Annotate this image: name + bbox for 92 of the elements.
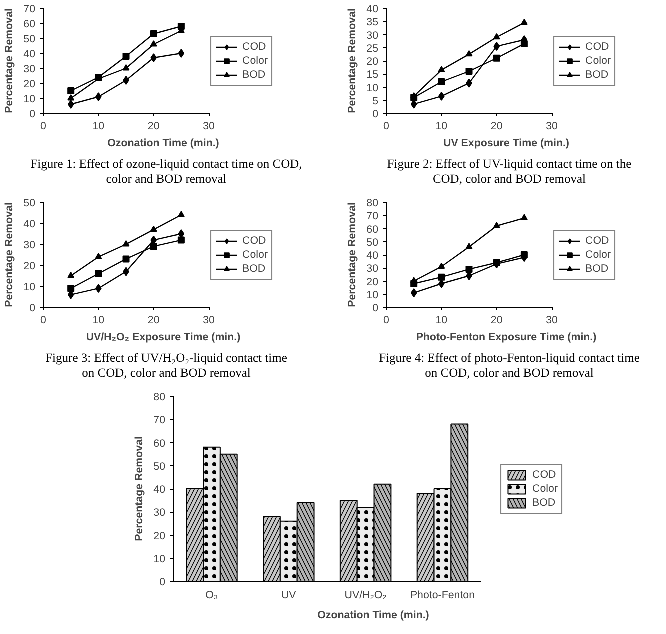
caption: Figure 4: Effect of photo-Fenton-liquid contact time xyxy=(379,351,640,365)
x-tick-label: 20 xyxy=(490,120,503,132)
legend-label: COD xyxy=(586,234,610,246)
y-axis-title: Percentage Removal xyxy=(4,8,16,114)
y-tick-label: 30 xyxy=(154,507,166,520)
x-tick-label: 10 xyxy=(436,120,448,132)
y-tick-label: 0 xyxy=(30,108,36,120)
legend-label: BOD xyxy=(242,68,266,80)
x-tick-label: 20 xyxy=(490,314,503,326)
y-tick-label: 60 xyxy=(24,18,36,30)
y-tick-label: 20 xyxy=(366,276,379,288)
y-tick-label: 0 xyxy=(372,302,379,314)
y-tick-label: 40 xyxy=(366,250,379,262)
x-tick-label: UV/H₂O₂ xyxy=(344,590,387,602)
y-tick-label: 40 xyxy=(154,484,166,496)
text: color and BOD removal xyxy=(106,172,227,186)
legend-label: BOD xyxy=(586,68,609,80)
x-tick-label: 30 xyxy=(546,120,558,132)
y-axis-title: Percentage Removal xyxy=(346,202,359,308)
x-tick-label: 0 xyxy=(40,314,47,326)
x-axis-title: UV/H₂O₂ Exposure Time (min.) xyxy=(86,332,242,344)
x-tick-label: O₃ xyxy=(206,590,218,602)
x-tick-label: 0 xyxy=(384,120,390,132)
x-tick-label: 10 xyxy=(92,120,105,132)
y-axis-title: Percentage Removal xyxy=(346,8,359,114)
y-axis-title: Percentage Removal xyxy=(4,202,16,308)
y-tick-label: 50 xyxy=(24,34,36,46)
legend-label: Color xyxy=(242,54,268,66)
caption: Figure 1: Effect of ozone-liquid contact time on COD, xyxy=(30,157,302,171)
legend-label: COD xyxy=(586,40,610,52)
y-tick-label: 80 xyxy=(154,392,166,404)
y-tick-label: 10 xyxy=(24,94,36,106)
x-tick-label: UV xyxy=(281,590,298,602)
x-axis-title: UV Exposure Time (min.) xyxy=(444,138,570,150)
y-tick-label: 20 xyxy=(366,56,379,68)
y-tick-label: 0 xyxy=(160,576,166,588)
y-tick-label: 25 xyxy=(366,42,379,55)
legend-label: Color xyxy=(532,482,558,494)
y-tick-label: 70 xyxy=(366,210,379,223)
legend-label: BOD xyxy=(242,262,266,274)
y-tick-label: 10 xyxy=(366,289,379,302)
y-axis-title: Percentage Removal xyxy=(134,436,146,542)
legend-label: BOD xyxy=(532,496,556,508)
x-tick-label: 0 xyxy=(40,120,47,132)
y-tick-label: 5 xyxy=(372,95,379,108)
x-tick-label: 30 xyxy=(203,120,216,132)
x-tick-label: 30 xyxy=(203,314,216,326)
y-tick-label: 0 xyxy=(30,302,36,314)
legend-label: Color xyxy=(586,54,611,66)
y-tick-label: 30 xyxy=(366,263,379,276)
y-tick-label: 0 xyxy=(372,108,379,120)
legend-label: COD xyxy=(532,468,556,480)
y-tick-label: 20 xyxy=(154,530,166,542)
y-tick-label: 15 xyxy=(366,69,379,82)
x-axis-title: Ozonation Time (min.) xyxy=(108,138,220,150)
y-tick-label: 50 xyxy=(366,236,379,249)
y-tick-label: 40 xyxy=(366,4,379,16)
y-tick-label: 80 xyxy=(366,198,379,210)
x-axis-title: Photo-Fenton Exposure Time (min.) xyxy=(416,332,598,344)
legend-label: Color xyxy=(586,248,611,260)
y-tick-label: 30 xyxy=(24,240,36,252)
y-tick-label: 35 xyxy=(366,16,379,29)
legend-label: Color xyxy=(242,248,268,260)
y-tick-label: 20 xyxy=(24,78,36,90)
y-tick-label: 50 xyxy=(24,198,36,210)
x-tick-label: 10 xyxy=(92,314,105,326)
text: COD, color and BOD removal xyxy=(432,172,586,186)
text: on COD, color and BOD removal xyxy=(82,366,251,380)
y-tick-label: 10 xyxy=(154,553,166,566)
x-axis-title: Ozonation Time (min.) xyxy=(318,610,430,622)
caption: Figure 2: Effect of UV-liquid contact time on the xyxy=(387,157,632,171)
y-tick-label: 10 xyxy=(366,82,379,94)
legend-label: BOD xyxy=(586,262,609,274)
y-tick-label: 30 xyxy=(366,30,379,42)
y-tick-label: 70 xyxy=(154,414,166,427)
x-tick-label: 30 xyxy=(546,314,558,326)
y-tick-label: 40 xyxy=(24,218,36,230)
caption: Figure 3: Effect of UV/H₂O₂-liquid contact time xyxy=(46,351,288,365)
y-tick-label: 60 xyxy=(366,224,379,236)
x-tick-label: 0 xyxy=(384,314,390,326)
y-tick-label: 20 xyxy=(24,260,36,272)
y-tick-label: 40 xyxy=(24,48,36,60)
y-tick-label: 60 xyxy=(154,438,166,450)
legend-label: COD xyxy=(242,234,266,246)
y-tick-label: 10 xyxy=(24,282,36,294)
y-tick-label: 50 xyxy=(154,460,166,473)
x-tick-label: 10 xyxy=(436,314,448,326)
text: on COD, color and BOD removal xyxy=(425,366,594,380)
y-tick-label: 30 xyxy=(24,64,36,76)
legend-label: COD xyxy=(242,40,266,52)
y-tick-label: 70 xyxy=(24,4,36,16)
x-tick-label: Photo-Fenton xyxy=(410,590,476,602)
